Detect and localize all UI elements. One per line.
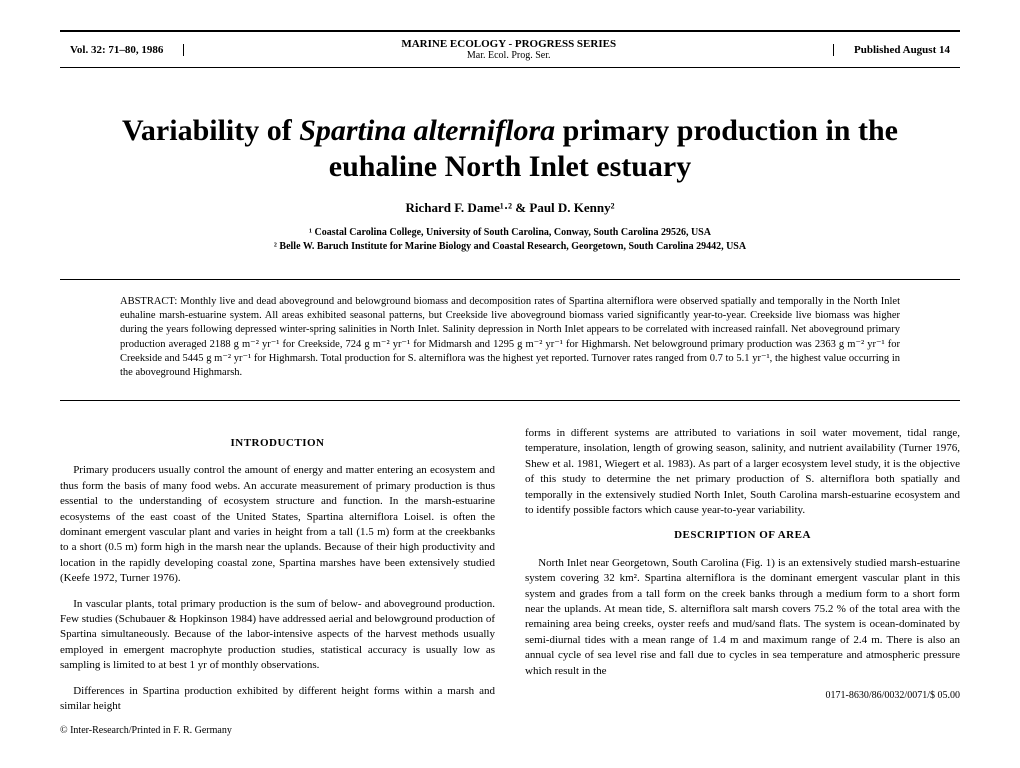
page-footer: © Inter-Research/Printed in F. R. German… (60, 724, 495, 738)
affiliation-2: ² Belle W. Baruch Institute for Marine B… (60, 240, 960, 254)
body-columns: INTRODUCTION Primary producers usually c… (60, 426, 960, 738)
abstract: ABSTRACT: Monthly live and dead abovegro… (120, 295, 900, 380)
article-title: Variability of Spartina alterniflora pri… (90, 113, 930, 185)
intro-paragraph: In vascular plants, total primary produc… (60, 597, 495, 674)
left-column: INTRODUCTION Primary producers usually c… (60, 426, 495, 738)
affiliations: ¹ Coastal Carolina College, University o… (60, 226, 960, 254)
introduction-heading: INTRODUCTION (60, 436, 495, 451)
authors: Richard F. Dame¹·² & Paul D. Kenny² (60, 200, 960, 216)
journal-name: MARINE ECOLOGY - PROGRESS SERIES Mar. Ec… (184, 38, 833, 61)
intro-paragraph: Primary producers usually control the am… (60, 463, 495, 586)
divider (60, 279, 960, 280)
intro-continuation: forms in different systems are attribute… (525, 426, 960, 518)
divider (60, 400, 960, 401)
description-paragraph: North Inlet near Georgetown, South Carol… (525, 556, 960, 679)
page-footer: 0171-8630/86/0032/0071/$ 05.00 (525, 689, 960, 703)
description-heading: DESCRIPTION OF AREA (525, 528, 960, 543)
volume-info: Vol. 32: 71–80, 1986 (60, 44, 184, 56)
issn-price: 0171-8630/86/0032/0071/$ 05.00 (826, 689, 960, 703)
journal-title: MARINE ECOLOGY - PROGRESS SERIES (184, 38, 833, 50)
affiliation-1: ¹ Coastal Carolina College, University o… (60, 226, 960, 240)
right-column: forms in different systems are attribute… (525, 426, 960, 738)
title-text-pre: Variability of (122, 114, 299, 147)
publish-date: Published August 14 (833, 44, 960, 56)
title-species: Spartina alterniflora (299, 114, 555, 147)
journal-header: Vol. 32: 71–80, 1986 MARINE ECOLOGY - PR… (60, 30, 960, 68)
journal-abbrev: Mar. Ecol. Prog. Ser. (184, 50, 833, 61)
copyright: © Inter-Research/Printed in F. R. German… (60, 724, 232, 738)
intro-paragraph: Differences in Spartina production exhib… (60, 684, 495, 715)
